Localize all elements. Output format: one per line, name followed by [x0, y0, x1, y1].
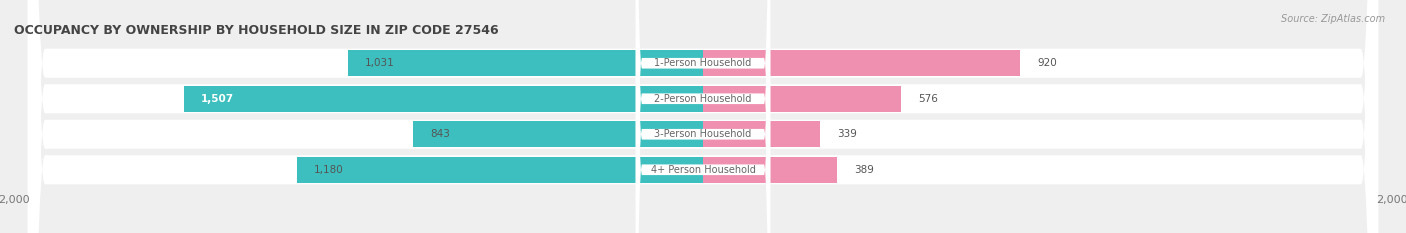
FancyBboxPatch shape	[636, 0, 770, 233]
FancyBboxPatch shape	[636, 0, 770, 233]
Text: 1,180: 1,180	[314, 165, 343, 175]
Text: 576: 576	[918, 94, 939, 104]
Bar	[703, 121, 820, 147]
Bar	[297, 157, 703, 182]
FancyBboxPatch shape	[28, 0, 1378, 233]
Bar	[703, 157, 837, 182]
FancyBboxPatch shape	[636, 0, 770, 233]
Bar	[347, 51, 703, 76]
Text: 339: 339	[837, 129, 856, 139]
FancyBboxPatch shape	[28, 0, 1378, 233]
Text: 920: 920	[1038, 58, 1057, 68]
Text: 3-Person Household: 3-Person Household	[654, 129, 752, 139]
Text: 1,031: 1,031	[366, 58, 395, 68]
Bar	[184, 86, 703, 112]
Text: 1-Person Household: 1-Person Household	[654, 58, 752, 68]
Text: 4+ Person Household: 4+ Person Household	[651, 165, 755, 175]
FancyBboxPatch shape	[28, 0, 1378, 233]
FancyBboxPatch shape	[28, 0, 1378, 233]
Bar	[703, 86, 901, 112]
FancyBboxPatch shape	[636, 0, 770, 233]
Text: 389: 389	[855, 165, 875, 175]
Text: OCCUPANCY BY OWNERSHIP BY HOUSEHOLD SIZE IN ZIP CODE 27546: OCCUPANCY BY OWNERSHIP BY HOUSEHOLD SIZE…	[14, 24, 499, 37]
Text: 843: 843	[430, 129, 450, 139]
Bar	[703, 51, 1019, 76]
Bar	[412, 121, 703, 147]
Text: Source: ZipAtlas.com: Source: ZipAtlas.com	[1281, 14, 1385, 24]
Text: 2-Person Household: 2-Person Household	[654, 94, 752, 104]
Text: 1,507: 1,507	[201, 94, 235, 104]
